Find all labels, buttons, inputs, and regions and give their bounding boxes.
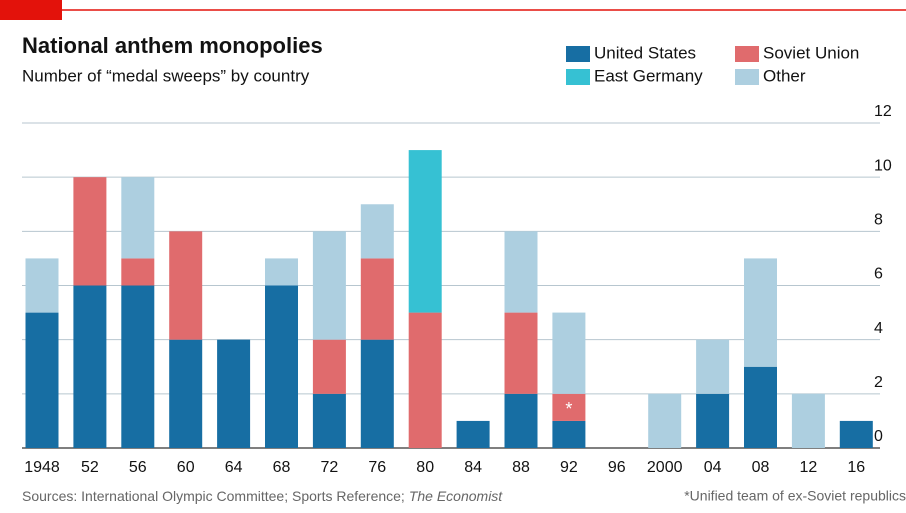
x-tick-label: 56 (129, 459, 147, 476)
bar-segment (169, 231, 203, 340)
y-tick-label: 4 (874, 320, 883, 337)
brand-tag (0, 0, 62, 20)
bar-segment (552, 393, 586, 421)
bar-segment (121, 285, 155, 448)
legend-swatch (735, 46, 759, 62)
x-tick-label: 52 (81, 459, 99, 476)
chart-subtitle: Number of “medal sweeps” by country (22, 66, 310, 85)
bar-segment (360, 258, 394, 340)
bar-segment (169, 339, 203, 448)
bar-segment (408, 150, 442, 313)
y-tick-label: 10 (874, 157, 892, 174)
bar-segment (456, 420, 490, 448)
x-tick-label: 76 (368, 459, 386, 476)
source-italic: The Economist (409, 488, 503, 504)
legend-label: East Germany (594, 66, 703, 85)
x-tick-label: 12 (800, 459, 818, 476)
legend-swatch (735, 69, 759, 85)
y-tick-label: 2 (874, 374, 883, 391)
x-tick-label: 80 (416, 459, 434, 476)
bar-segment (744, 366, 777, 448)
legend-swatch (566, 46, 590, 62)
bar-segment (552, 420, 586, 448)
footnote: *Unified team of ex-Soviet republics (684, 488, 906, 504)
source-text: Sources: International Olympic Committee… (22, 488, 405, 504)
bar-segment (312, 231, 346, 340)
x-tick-label: 04 (704, 459, 722, 476)
y-tick-label: 12 (874, 103, 892, 120)
bar-segment (265, 258, 298, 286)
bar-segment (360, 339, 394, 448)
bar-segment (696, 339, 730, 394)
y-tick-label: 0 (874, 428, 883, 445)
source: Sources: International Olympic Committee… (22, 488, 503, 504)
x-tick-label: 1948 (24, 459, 60, 476)
y-tick-label: 8 (874, 212, 883, 229)
bar-segment (121, 258, 155, 286)
legend-label: United States (594, 43, 696, 62)
bar-segment (504, 231, 538, 313)
bar-segment (312, 393, 346, 448)
x-tick-label: 72 (321, 459, 339, 476)
x-tick-label: 64 (225, 459, 243, 476)
legend-label: Soviet Union (763, 43, 859, 62)
x-tick-label: 2000 (647, 459, 683, 476)
x-tick-label: 16 (847, 459, 865, 476)
bar-segment (504, 393, 538, 448)
x-tick-label: 08 (752, 459, 770, 476)
bar-segment (408, 312, 442, 448)
x-tick-label: 60 (177, 459, 195, 476)
legend-swatch (566, 69, 590, 85)
legend-label: Other (763, 66, 806, 85)
chart-title: National anthem monopolies (22, 33, 323, 58)
bar-segment (312, 339, 346, 394)
x-tick-label: 92 (560, 459, 578, 476)
x-tick-label: 68 (273, 459, 291, 476)
bar-segment (791, 393, 825, 448)
bar-segment (25, 258, 59, 313)
bar-segment (552, 312, 586, 394)
bar-segment (265, 285, 298, 448)
bar-segment (696, 393, 730, 448)
bar-segment (25, 312, 59, 448)
x-tick-label: 84 (464, 459, 482, 476)
x-tick-label: 96 (608, 459, 626, 476)
bar-segment (648, 393, 682, 448)
bar-segment (744, 258, 777, 367)
bar-segment (121, 177, 155, 259)
bar-segment (73, 177, 107, 286)
bar-segment (504, 312, 538, 394)
bar-segment (839, 420, 873, 448)
annotation: * (565, 399, 572, 419)
bar-segment (217, 339, 251, 448)
y-tick-label: 6 (874, 266, 883, 283)
bar-segment (73, 285, 107, 448)
bar-segment (360, 204, 394, 259)
x-tick-label: 88 (512, 459, 530, 476)
